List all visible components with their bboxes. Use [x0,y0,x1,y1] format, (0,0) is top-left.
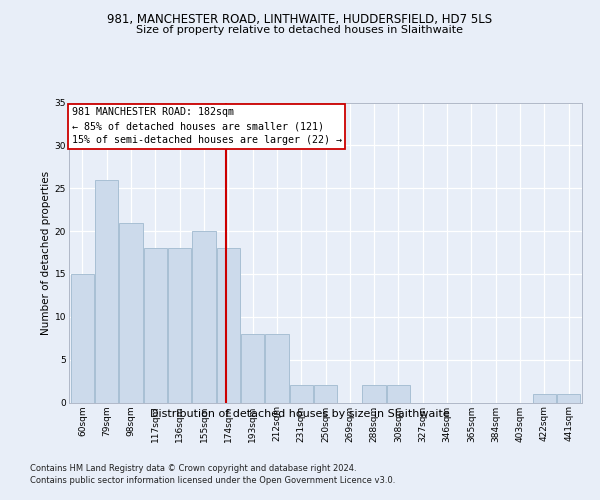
Bar [119,222,143,402]
Text: Size of property relative to detached houses in Slaithwaite: Size of property relative to detached ho… [137,25,464,35]
Bar [314,386,337,402]
Text: Contains public sector information licensed under the Open Government Licence v3: Contains public sector information licen… [30,476,395,485]
Text: Distribution of detached houses by size in Slaithwaite: Distribution of detached houses by size … [150,409,450,419]
Text: 981 MANCHESTER ROAD: 182sqm
← 85% of detached houses are smaller (121)
15% of se: 981 MANCHESTER ROAD: 182sqm ← 85% of det… [71,107,341,145]
Bar [533,394,556,402]
Bar [241,334,264,402]
Bar [217,248,240,402]
Bar [144,248,167,402]
Bar [387,386,410,402]
Text: 981, MANCHESTER ROAD, LINTHWAITE, HUDDERSFIELD, HD7 5LS: 981, MANCHESTER ROAD, LINTHWAITE, HUDDER… [107,12,493,26]
Bar [265,334,289,402]
Bar [168,248,191,402]
Text: Contains HM Land Registry data © Crown copyright and database right 2024.: Contains HM Land Registry data © Crown c… [30,464,356,473]
Bar [557,394,580,402]
Bar [71,274,94,402]
Bar [193,231,215,402]
Bar [95,180,118,402]
Bar [290,386,313,402]
Bar [362,386,386,402]
Y-axis label: Number of detached properties: Number of detached properties [41,170,50,334]
